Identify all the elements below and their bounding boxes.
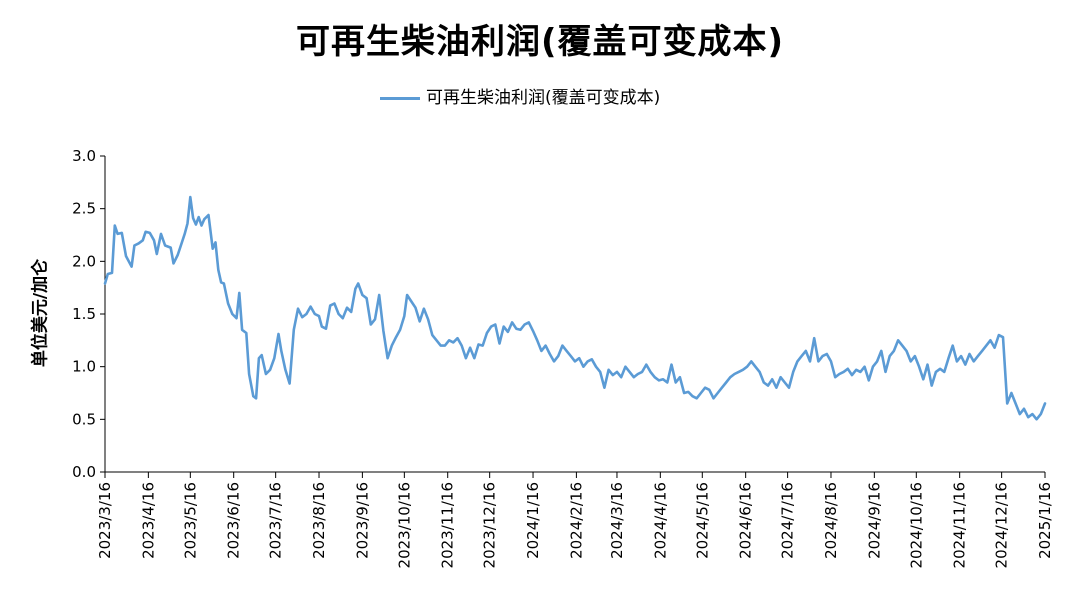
y-tick-label: 2.0	[72, 252, 96, 270]
x-tick-label: 2024/11/16	[951, 482, 969, 568]
x-tick-label: 2024/5/16	[693, 482, 711, 559]
chart-title: 可再生柴油利润(覆盖可变成本)	[295, 22, 785, 62]
x-tick-label: 2023/8/16	[310, 482, 328, 559]
legend-label: 可再生柴油利润(覆盖可变成本)	[426, 88, 661, 108]
legend: 可再生柴油利润(覆盖可变成本)	[0, 86, 1080, 110]
x-tick-label: 2023/10/16	[395, 482, 413, 568]
y-tick-label: 0.0	[72, 463, 96, 481]
x-tick-label: 2024/4/16	[651, 482, 669, 559]
x-tick-label: 2023/7/16	[267, 482, 285, 559]
x-tick-label: 2023/12/16	[481, 482, 499, 568]
x-tick-label: 2024/9/16	[865, 482, 883, 559]
y-tick-label: 3.0	[72, 147, 96, 165]
legend-line-swatch	[380, 97, 420, 100]
x-tick-label: 2023/5/16	[181, 482, 199, 559]
y-tick-label: 1.0	[72, 358, 96, 376]
x-tick-label: 2023/6/16	[225, 482, 243, 559]
x-tick-label: 2023/11/16	[439, 482, 457, 568]
x-tick-label: 2024/12/16	[993, 482, 1011, 568]
y-tick-label: 0.5	[72, 410, 96, 428]
series-line	[103, 195, 1047, 421]
x-tick-label: 2023/3/16	[96, 482, 114, 559]
x-tick-label: 2024/7/16	[779, 482, 797, 559]
y-tick-label: 2.5	[72, 200, 96, 218]
x-tick-label: 2023/4/16	[139, 482, 157, 559]
x-tick-label: 2024/6/16	[737, 482, 755, 559]
x-tick-label: 2024/3/16	[608, 482, 626, 559]
x-tick-label: 2024/10/16	[907, 482, 925, 568]
x-tick-label: 2023/9/16	[353, 482, 371, 559]
x-tick-label: 2025/1/16	[1036, 482, 1054, 559]
x-tick-label: 2024/2/16	[567, 482, 585, 559]
y-tick-label: 1.5	[72, 305, 96, 323]
x-tick-label: 2024/8/16	[822, 482, 840, 559]
x-tick-label: 2024/1/16	[524, 482, 542, 559]
